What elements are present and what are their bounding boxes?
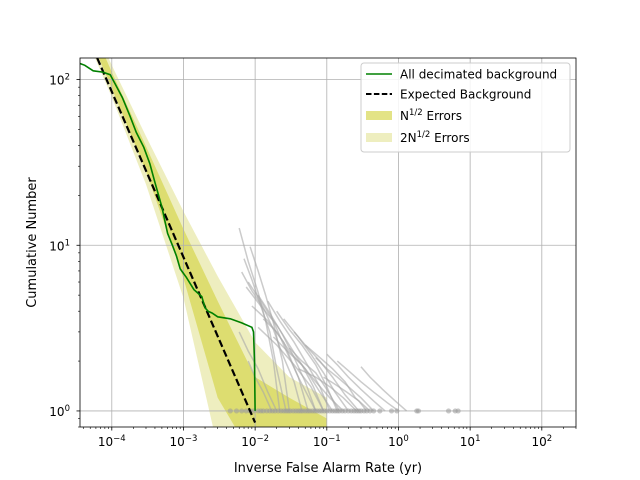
decimated-background-line xyxy=(360,366,408,412)
x-tick-label: 100 xyxy=(388,434,409,449)
legend-label-n-errors: N1/2 Errors xyxy=(400,108,462,123)
decimated-background-line xyxy=(245,286,325,412)
legend-label-2n-errors: 2N1/2 Errors xyxy=(400,130,470,145)
y-axis-label: Cumulative Number xyxy=(25,177,40,308)
legend-label-all-decimated: All decimated background xyxy=(400,68,557,82)
all-decimated-background-line xyxy=(80,62,256,411)
plot-frame xyxy=(79,57,577,428)
decimated-point xyxy=(233,408,240,414)
legend-frame xyxy=(360,62,571,153)
main-series xyxy=(80,58,257,424)
decimated-background-line xyxy=(249,246,291,412)
y-tick-label: 100 xyxy=(49,404,70,419)
decimated-point xyxy=(371,408,377,414)
decimated-lines xyxy=(238,227,408,412)
decimated-point xyxy=(243,408,249,414)
decimated-background-line xyxy=(336,360,399,412)
legend-swatch-2n-errors xyxy=(366,133,392,142)
decimated-points xyxy=(227,408,461,414)
decimated-background-line xyxy=(238,331,278,412)
decimated-point xyxy=(445,408,452,414)
grid-lines xyxy=(80,58,576,427)
decimated-point xyxy=(455,408,461,414)
decimated-point xyxy=(415,408,422,414)
x-tick-label: 10−4 xyxy=(98,434,126,449)
decimated-background-line xyxy=(326,353,386,412)
axis-ticks: 10−4 10−3 10−2 10−1 100 101 102 100 101 102 xyxy=(49,73,577,449)
decimated-point xyxy=(388,408,395,414)
decimated-point xyxy=(394,408,400,414)
decimated-point xyxy=(377,408,383,414)
legend-swatch-n-errors xyxy=(366,111,392,120)
x-tick-label: 102 xyxy=(531,434,552,449)
decimated-point xyxy=(239,408,245,414)
decimated-background-line xyxy=(257,294,317,412)
decimated-background-line xyxy=(276,310,338,412)
decimated-background-line xyxy=(247,360,273,412)
x-tick-label: 10−3 xyxy=(170,434,198,449)
x-tick-label: 10−1 xyxy=(313,434,341,449)
decimated-background-line xyxy=(272,336,344,412)
decimated-background-line xyxy=(288,347,341,412)
x-tick-label: 101 xyxy=(460,434,481,449)
legend-label-expected: Expected Background xyxy=(400,88,531,102)
decimated-background-line xyxy=(257,326,325,412)
decimated-point xyxy=(227,408,233,414)
x-tick-label: 10−2 xyxy=(241,434,269,449)
decimated-background-line xyxy=(323,376,368,412)
decimated-point xyxy=(367,408,373,414)
decimated-background-line xyxy=(267,300,331,412)
x-axis-label: Inverse False Alarm Rate (yr) xyxy=(234,461,422,476)
expected-background-line xyxy=(96,58,257,424)
y-tick-label: 101 xyxy=(49,238,70,253)
decimated-background-line xyxy=(315,357,375,412)
y-tick-label: 102 xyxy=(49,73,70,88)
legend: All decimated background Expected Backgr… xyxy=(360,62,571,153)
